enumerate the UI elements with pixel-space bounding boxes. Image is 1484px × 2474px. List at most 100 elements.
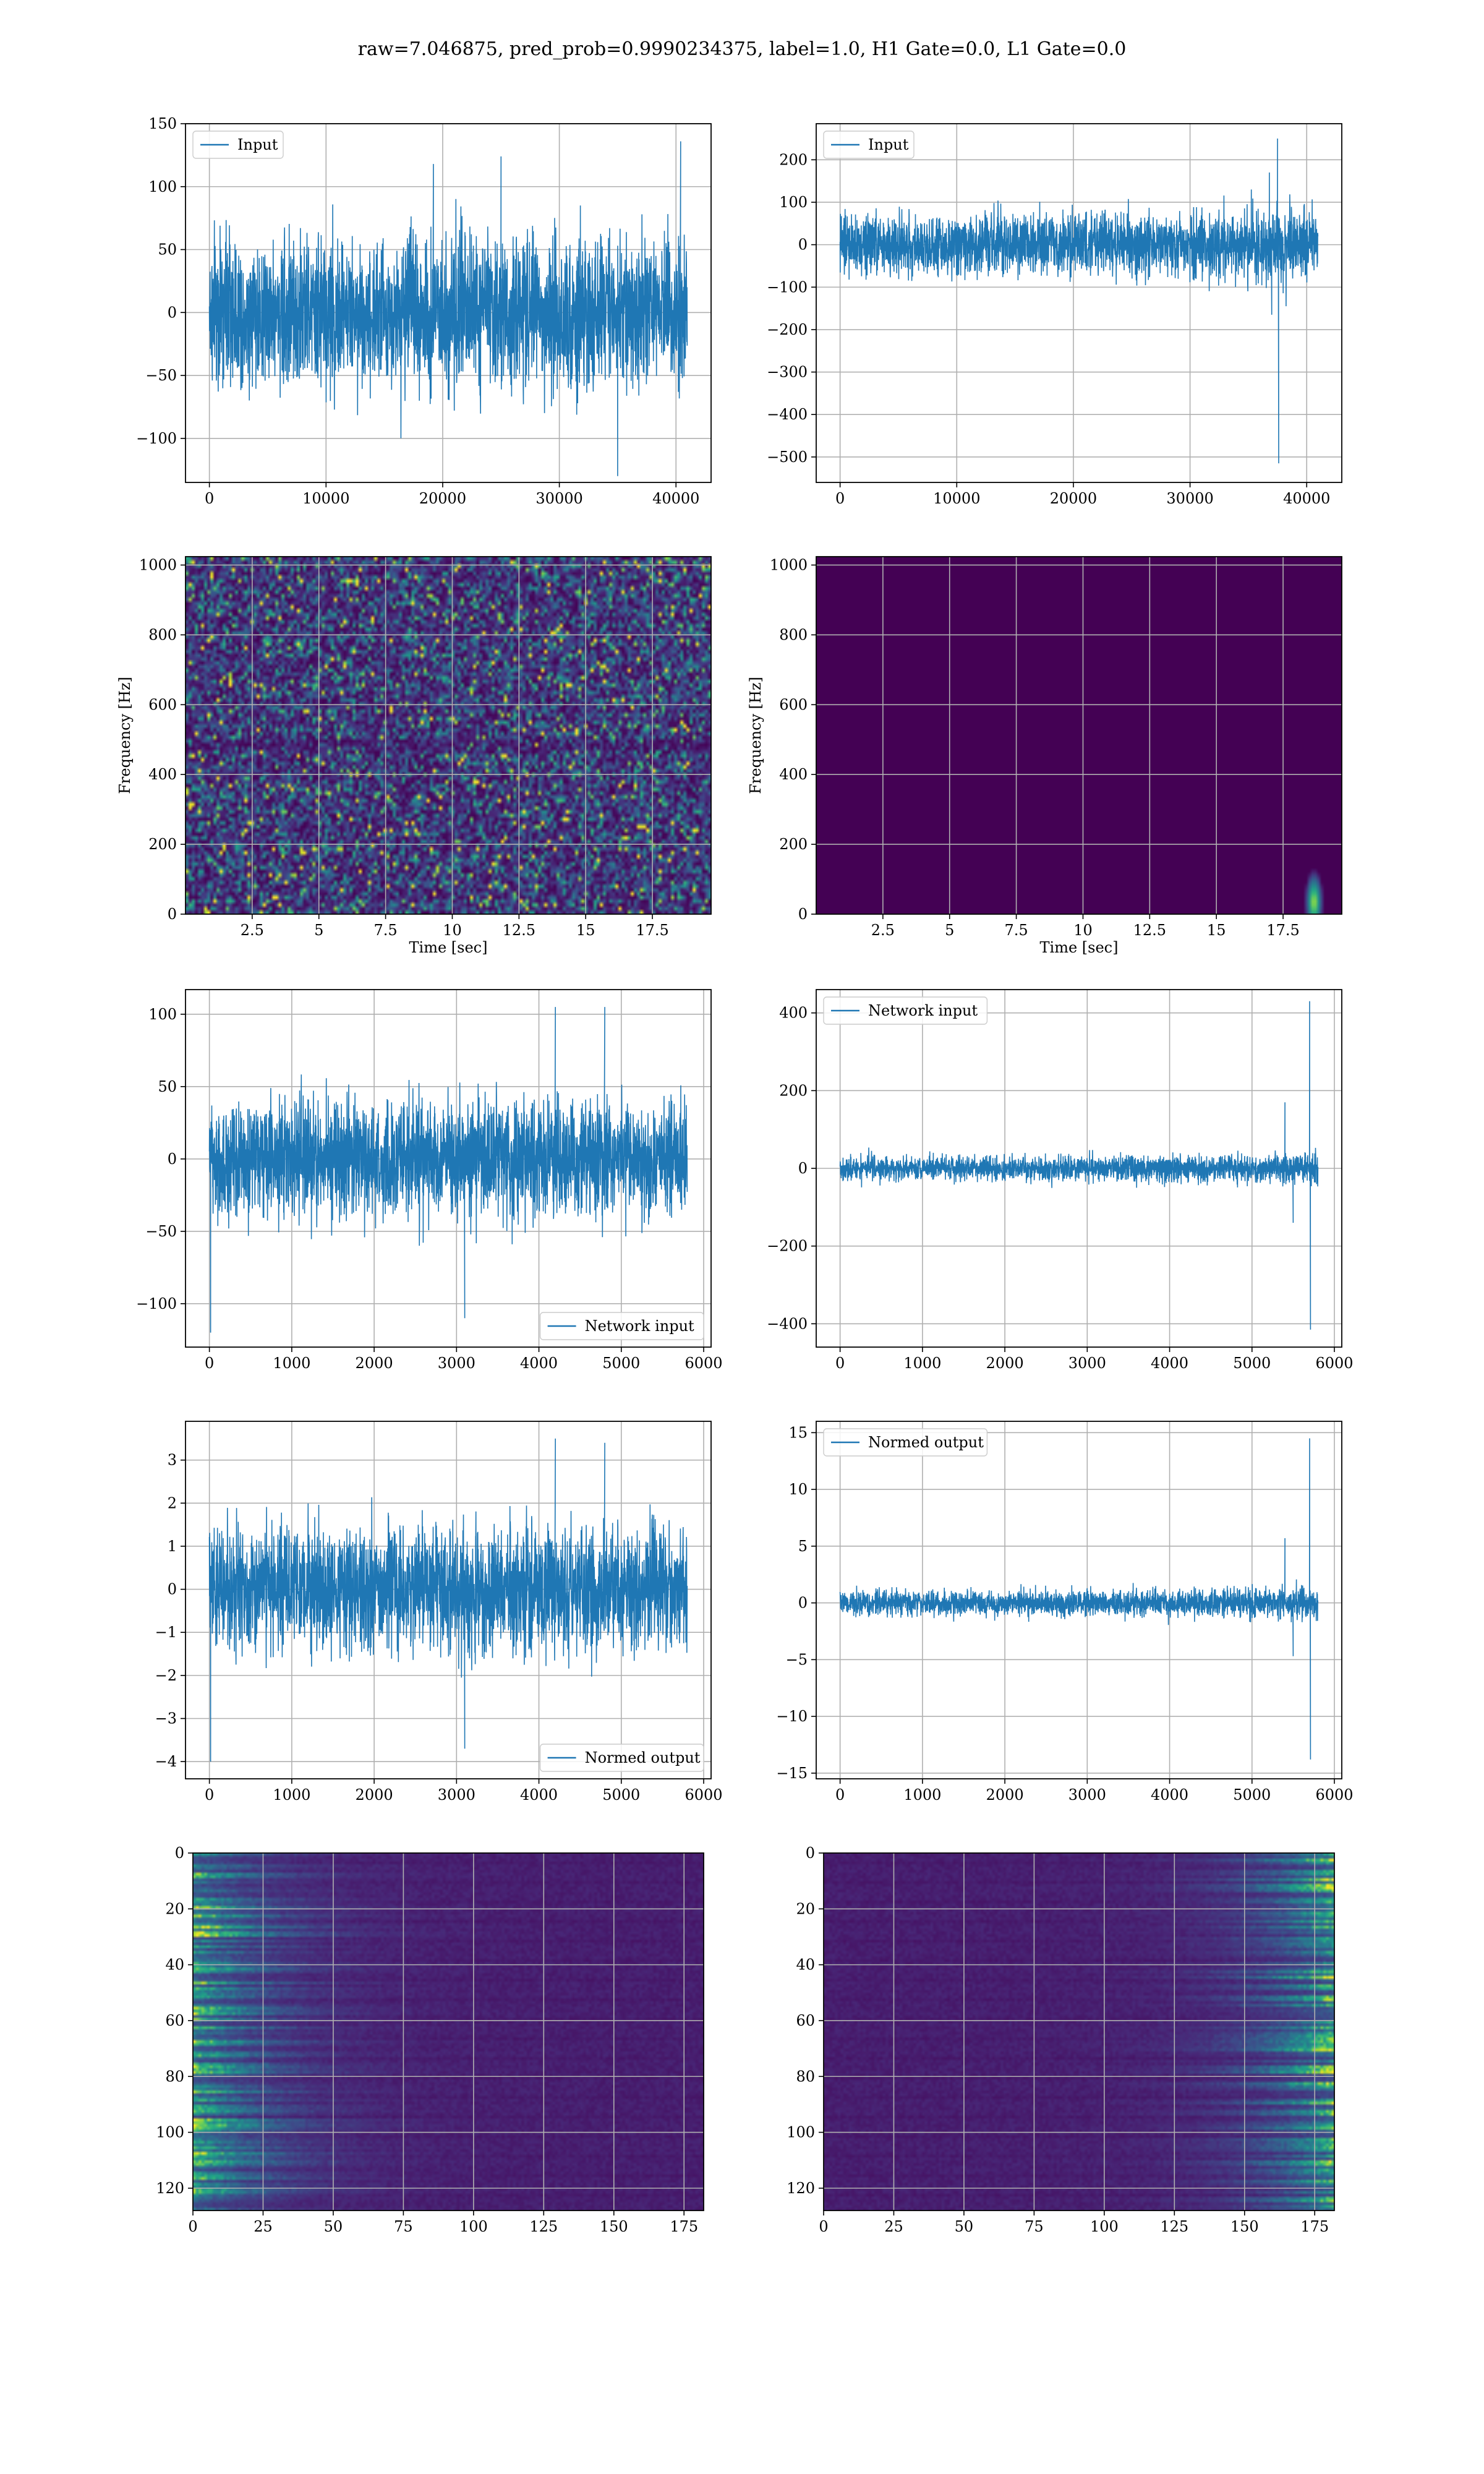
network-input-h1-xtick-label-3: 3000 (438, 1355, 475, 1372)
network-input-h1-ytick-label-0: −100 (136, 1295, 177, 1312)
feature-map-l1-xtick-label-3: 75 (1025, 2218, 1044, 2235)
spectrogram-h1-ylabel: Frequency [Hz] (116, 677, 134, 794)
feature-map-h1-ytick-label-3: 60 (165, 2012, 184, 2029)
normed-output-l1-xtick-label-1: 1000 (903, 1786, 941, 1804)
chart-normed-output-h1: 0 1000 2000 3000 4000 5000 6000 −4 −3 −2 −1 0 1 2 3 Nor… (155, 1421, 723, 1804)
input-h1-ytick-label-1: −50 (145, 367, 177, 384)
normed-output-l1-legend-box (823, 1428, 988, 1457)
network-input-h1-ytick-label-2: 0 (168, 1150, 177, 1168)
input-h1-xtick-label-0: 0 (205, 490, 214, 507)
chart-normed-output-l1: 0 1000 2000 3000 4000 5000 6000 −15 −10 −5 0 5 10 15 N… (776, 1421, 1354, 1804)
network-input-h1-xtick-label-2: 2000 (356, 1355, 393, 1372)
spectrogram-l1-xlabel: Time [sec] (1040, 939, 1119, 956)
spectrogram-l1-xtick-label-1: 5 (945, 922, 954, 939)
input-h1-ytick-label-2: 0 (168, 304, 177, 321)
normed-output-l1-ytick-label-3: 0 (798, 1594, 808, 1612)
network-input-h1-xtick-label-4: 4000 (520, 1355, 558, 1372)
input-l1-legend: Input (823, 131, 915, 159)
input-l1-xtick-label-0: 0 (835, 490, 845, 507)
normed-output-l1-ytick-label-0: −15 (776, 1765, 808, 1782)
feature-map-h1-xtick-label-1: 25 (254, 2218, 273, 2235)
feature-map-l1-xtick-label-2: 50 (955, 2218, 974, 2235)
input-h1-xtick-label-4: 40000 (652, 490, 699, 507)
spectrogram-l1-xtick-label-4: 12.5 (1133, 922, 1166, 939)
normed-output-h1-ytick-label-4: 0 (168, 1581, 177, 1598)
normed-output-h1-xtick-label-0: 0 (205, 1786, 214, 1804)
feature-map-h1-xtick-label-3: 75 (394, 2218, 413, 2235)
feature-map-h1-ytick-label-0: 0 (175, 1844, 184, 1862)
feature-map-l1-axes-frame (823, 1852, 1335, 2211)
normed-output-h1-xtick-label-4: 4000 (520, 1786, 558, 1804)
normed-output-h1-axes-frame (185, 1421, 712, 1779)
network-input-h1-axes-frame (185, 989, 712, 1348)
network-input-l1-legend: Network input (823, 996, 988, 1025)
input-l1-xtick-label-1: 10000 (933, 490, 980, 507)
network-input-h1-series-line (208, 1007, 688, 1333)
normed-output-l1-xtick-label-2: 2000 (986, 1786, 1024, 1804)
spectrogram-h1-xtick-label-5: 15 (576, 922, 595, 939)
network-input-h1-ytick-label-4: 100 (148, 1006, 177, 1023)
chart-input-l1: 0 10000 20000 30000 40000 −500 −400 −300 −200 −10… (767, 123, 1342, 507)
chart-spectrogram-l1: 2.5 5 7.5 10 12.5 15 17.5 0 200 400 600 800 1000 Time… (747, 556, 1342, 956)
spectrogram-l1-ytick-label-0: 0 (798, 905, 808, 923)
input-l1-xtick-label-3: 30000 (1166, 490, 1213, 507)
spectrogram-h1-ytick-label-1: 200 (148, 836, 177, 853)
normed-output-h1-series-line (208, 1438, 688, 1762)
feature-map-h1-axes-frame (192, 1852, 704, 2211)
spectrogram-l1-xtick-label-0: 2.5 (871, 922, 895, 939)
normed-output-l1-axes-frame (816, 1421, 1342, 1779)
input-l1-ytick-label-4: −100 (767, 278, 808, 296)
network-input-l1-xtick-label-2: 2000 (986, 1355, 1024, 1372)
spectrogram-l1-ytick-label-5: 1000 (770, 557, 808, 574)
feature-map-h1-ytick-label-2: 40 (165, 1956, 184, 1974)
network-input-l1-ytick-label-3: 200 (779, 1082, 808, 1099)
spectrogram-h1-xtick-label-3: 10 (443, 922, 462, 939)
spectrogram-h1-heatmap-image (186, 557, 711, 914)
network-input-l1-xtick-label-5: 5000 (1233, 1355, 1271, 1372)
normed-output-l1-xtick-label-3: 3000 (1068, 1786, 1106, 1804)
normed-output-h1-ytick-label-1: −3 (155, 1710, 177, 1727)
feature-map-h1-xtick-label-4: 100 (459, 2218, 488, 2235)
spectrogram-l1-heatmap-image (816, 557, 1342, 914)
feature-map-l1-xtick-label-7: 175 (1300, 2218, 1329, 2235)
network-input-h1-legend-label: Network input (585, 1317, 694, 1335)
spectrogram-h1-ytick-label-2: 400 (148, 766, 177, 783)
network-input-l1-ytick-label-1: −200 (767, 1238, 808, 1255)
input-l1-ytick-label-0: −500 (767, 448, 808, 466)
normed-output-l1-legend: Normed output (823, 1428, 988, 1457)
input-h1-ytick-label-0: −100 (136, 430, 177, 447)
normed-output-l1-ytick-label-4: 5 (798, 1538, 808, 1555)
feature-map-l1-xtick-label-6: 150 (1230, 2218, 1259, 2235)
spectrogram-l1-xtick-label-5: 15 (1207, 922, 1226, 939)
spectrogram-h1-ytick-label-3: 600 (148, 696, 177, 713)
spectrogram-l1-xtick-label-3: 10 (1073, 922, 1093, 939)
normed-output-l1-ytick-label-1: −10 (776, 1708, 808, 1725)
network-input-l1-xtick-label-6: 6000 (1315, 1355, 1353, 1372)
spectrogram-h1-xtick-label-6: 17.5 (636, 922, 668, 939)
input-h1-xtick-label-2: 20000 (419, 490, 466, 507)
network-input-l1-xtick-label-3: 3000 (1068, 1355, 1106, 1372)
feature-map-h1-xtick-label-0: 0 (188, 2218, 197, 2235)
chart-feature-map-h1: 0 25 50 75 100 125 150 175 0 20 40 60 80 100 120 (156, 1844, 704, 2235)
normed-output-h1-ytick-label-5: 1 (168, 1538, 177, 1555)
spectrogram-l1-ylabel: Frequency [Hz] (747, 677, 764, 794)
normed-output-h1-xtick-label-6: 6000 (684, 1786, 722, 1804)
normed-output-h1-xtick-label-5: 5000 (602, 1786, 640, 1804)
normed-output-h1-legend-box (539, 1744, 704, 1772)
input-l1-ytick-label-7: 200 (779, 151, 808, 168)
normed-output-h1-xtick-label-2: 2000 (356, 1786, 393, 1804)
normed-output-l1-xtick-label-0: 0 (835, 1786, 845, 1804)
spectrogram-h1-xtick-label-2: 7.5 (374, 922, 398, 939)
input-l1-legend-label: Input (868, 136, 909, 153)
network-input-h1-legend: Network input (539, 1312, 704, 1340)
spectrogram-h1-xlabel: Time [sec] (409, 939, 488, 956)
normed-output-h1-xtick-label-1: 1000 (273, 1786, 310, 1804)
feature-map-l1-xtick-label-0: 0 (819, 2218, 828, 2235)
feature-map-h1-xtick-label-6: 150 (600, 2218, 628, 2235)
chart-feature-map-l1: 0 25 50 75 100 125 150 175 0 20 40 60 80 100 120 (787, 1844, 1335, 2235)
spectrogram-h1-xtick-label-4: 12.5 (503, 922, 535, 939)
network-input-h1-xtick-label-5: 5000 (602, 1355, 640, 1372)
network-input-h1-xtick-label-1: 1000 (273, 1355, 310, 1372)
spectrogram-l1-ytick-label-4: 800 (779, 626, 808, 643)
